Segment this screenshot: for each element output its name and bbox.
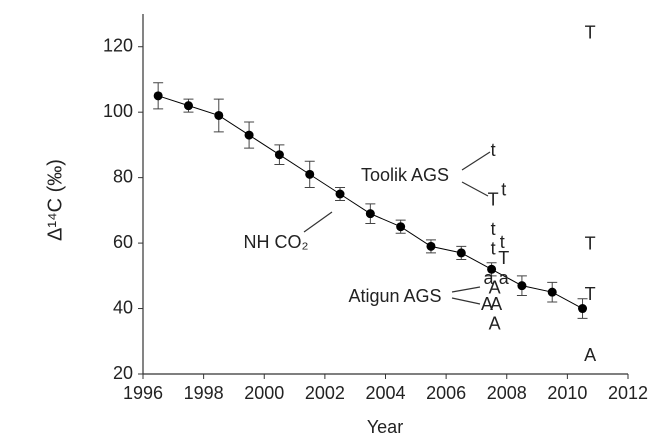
y-tick-label: 20: [113, 363, 133, 383]
data-point: [365, 209, 375, 219]
letter-marker: A: [489, 278, 501, 298]
data-point: [578, 304, 588, 314]
data-point: [547, 287, 557, 297]
data-point: [456, 248, 466, 258]
data-point: [487, 264, 497, 274]
letter-marker: T: [585, 284, 596, 304]
letter-marker: t: [501, 179, 506, 199]
leader-line: [451, 297, 481, 305]
y-tick-label: 60: [113, 232, 133, 252]
letter-marker: T: [498, 248, 509, 268]
leader-line: [461, 151, 491, 171]
y-tick-label: 80: [113, 166, 133, 186]
annotation: Toolik AGS: [361, 165, 449, 185]
y-axis-label: Δ¹⁴C (‰): [44, 159, 66, 241]
letter-marker: T: [585, 233, 596, 253]
letter-marker: A: [489, 314, 501, 334]
data-point: [426, 241, 436, 251]
letter-marker: t: [491, 140, 496, 160]
leader-line: [461, 181, 489, 197]
letter-marker: a: [484, 268, 495, 288]
x-tick-label: 2002: [305, 383, 345, 403]
data-point: [183, 101, 193, 111]
data-point: [274, 150, 284, 160]
leader-line: [451, 286, 481, 293]
y-tick-label: 40: [113, 297, 133, 317]
leader-line: [303, 211, 333, 233]
data-point: [335, 189, 345, 199]
x-tick-label: 1996: [123, 383, 163, 403]
letter-marker: t: [491, 219, 496, 239]
letter-marker: A: [481, 294, 493, 314]
x-tick-label: 2010: [547, 383, 587, 403]
letter-marker: T: [488, 189, 499, 209]
annotation: NH CO₂: [244, 232, 309, 252]
y-tick-label: 100: [103, 101, 133, 121]
x-tick-label: 2008: [487, 383, 527, 403]
letter-marker: A: [584, 345, 596, 365]
x-tick-label: 2012: [608, 383, 648, 403]
series-line: [158, 95, 583, 309]
data-point: [517, 281, 527, 291]
letter-marker: a: [499, 268, 510, 288]
data-point: [305, 169, 315, 179]
y-tick-label: 120: [103, 35, 133, 55]
letter-marker: t: [500, 232, 505, 252]
x-tick-label: 2006: [426, 383, 466, 403]
data-point: [153, 91, 163, 101]
x-tick-label: 1998: [184, 383, 224, 403]
x-tick-label: 2004: [365, 383, 405, 403]
x-tick-label: 2000: [244, 383, 284, 403]
data-point: [214, 110, 224, 120]
letter-marker: T: [585, 22, 596, 42]
data-point: [244, 130, 254, 140]
data-point: [396, 222, 406, 232]
letter-marker: A: [490, 294, 502, 314]
letter-marker: t: [491, 238, 496, 258]
annotation: Atigun AGS: [348, 286, 441, 306]
x-axis-label: Year: [367, 417, 403, 437]
